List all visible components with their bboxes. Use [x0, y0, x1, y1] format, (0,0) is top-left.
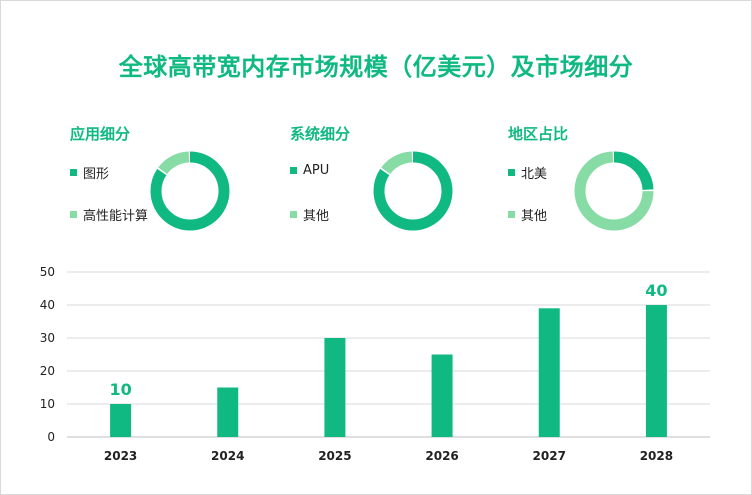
legend-swatch [508, 211, 515, 218]
legend-label: 其他 [521, 209, 548, 224]
x-tick-label: 2028 [640, 449, 673, 463]
bar [324, 338, 346, 437]
legend-swatch [290, 211, 297, 218]
legend-label: APU [303, 163, 330, 178]
legend-item-apu: APU [290, 163, 329, 178]
segment-title-system: 系统细分 [290, 125, 351, 143]
bar [538, 308, 560, 437]
bar [217, 387, 239, 437]
y-tick-label: 20 [40, 364, 55, 378]
y-tick-label: 40 [40, 298, 55, 312]
legend-swatch [70, 169, 77, 176]
segment-title-region: 地区占比 [508, 125, 569, 143]
x-tick-label: 2027 [533, 449, 566, 463]
y-tick-label: 0 [47, 430, 55, 444]
bar [110, 404, 132, 437]
legend-label: 其他 [303, 209, 330, 224]
bar-chart: 0 10 20 30 40 50 2023 10 2024 2025 2026 2027 2028 40 [40, 265, 710, 463]
legend-item-hpc: 高性能计算 [70, 205, 148, 224]
bar [645, 305, 667, 437]
donut-slice-2-0 [574, 151, 654, 231]
y-tick-label: 30 [40, 331, 55, 345]
donut-charts [150, 151, 654, 231]
legend-label: 高性能计算 [83, 209, 149, 224]
chart-title: 全球高带宽内存市场规模（亿美元）及市场细分 [118, 53, 634, 81]
y-tick-label: 50 [40, 265, 55, 279]
donut-slice-2-1 [574, 151, 654, 231]
legend-item-other-region: 其他 [508, 205, 547, 224]
donut-slice-0-0 [150, 151, 230, 231]
legend-item-graphics: 图形 [70, 163, 109, 182]
donut-slice-1-0 [373, 151, 453, 231]
legend-label: 北美 [521, 167, 548, 182]
bar [431, 354, 453, 437]
legend-item-other-system: 其他 [290, 205, 329, 224]
x-tick-label: 2025 [318, 449, 351, 463]
legend-label: 图形 [83, 167, 110, 182]
data-label: 10 [109, 380, 131, 399]
x-tick-label: 2023 [104, 449, 137, 463]
x-tick-label: 2024 [211, 449, 244, 463]
segment-title-application: 应用细分 [70, 125, 131, 143]
legend-item-north-america: 北美 [508, 163, 547, 182]
legend-swatch [70, 211, 77, 218]
y-tick-label: 10 [40, 397, 55, 411]
legend-swatch [508, 169, 515, 176]
x-tick-label: 2026 [425, 449, 458, 463]
legend-swatch [290, 167, 297, 174]
data-label: 40 [645, 281, 667, 300]
